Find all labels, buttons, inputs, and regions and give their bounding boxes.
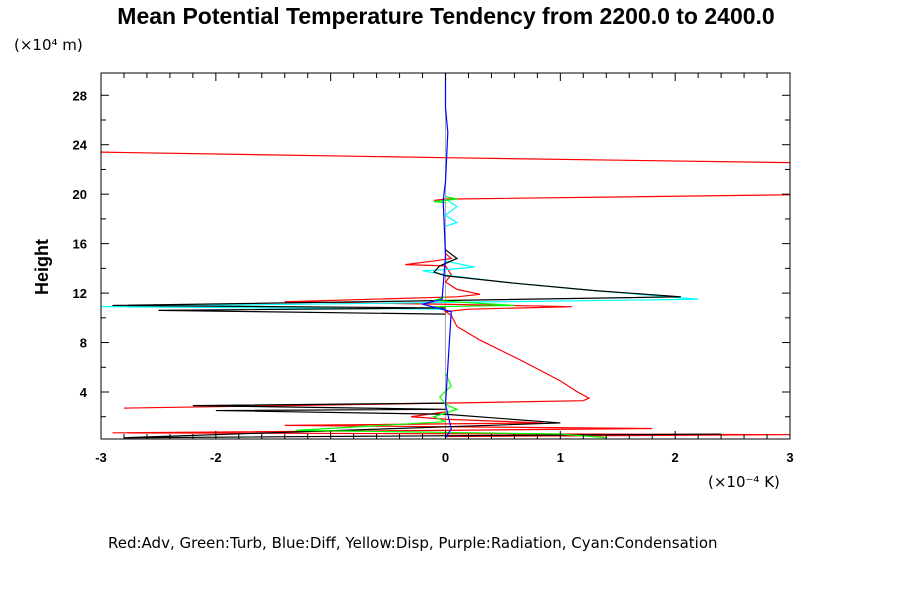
y-tick-label: 16: [73, 237, 87, 252]
series-line-adv: [123, 315, 591, 409]
series-line-diff: [422, 73, 452, 439]
y-unit-label: (×10⁴ m): [14, 36, 83, 54]
x-tick-label: -2: [210, 450, 222, 465]
y-tick-label: 8: [80, 336, 87, 351]
series-line-turb: [433, 196, 458, 204]
series-condensation: [100, 198, 699, 310]
y-tick-label: 12: [73, 286, 87, 301]
series-line-adv: [112, 411, 791, 438]
x-tick-label: 2: [672, 450, 679, 465]
y-tick-label: 24: [73, 138, 88, 153]
x-tick-label: 1: [557, 450, 564, 465]
series-line-adv: [100, 151, 791, 164]
y-tick-label: 20: [73, 187, 87, 202]
series-adv: [100, 151, 791, 438]
series-line-total: [112, 249, 681, 315]
y-tick-label: 28: [73, 88, 87, 103]
series-diff: [422, 73, 452, 439]
series-total: [112, 249, 722, 439]
series-line-adv: [433, 194, 791, 201]
series-line-condensation: [444, 198, 459, 227]
y-axis-label: Height: [32, 239, 52, 295]
y-tick-label: 4: [80, 385, 88, 400]
series-line-turb: [296, 373, 607, 439]
x-unit-label: (×10⁻⁴ K): [708, 473, 780, 491]
legend: Red:Adv, Green:Turb, Blue:Diff, Yellow:D…: [108, 534, 718, 552]
x-tick-label: -3: [95, 450, 107, 465]
x-tick-label: 3: [786, 450, 793, 465]
series-line-condensation: [100, 260, 699, 310]
x-tick-label: 0: [442, 450, 449, 465]
x-tick-label: -1: [325, 450, 337, 465]
series-line-adv: [284, 253, 572, 316]
chart-title: Mean Potential Temperature Tendency from…: [117, 3, 774, 29]
series-line-total: [123, 402, 722, 439]
